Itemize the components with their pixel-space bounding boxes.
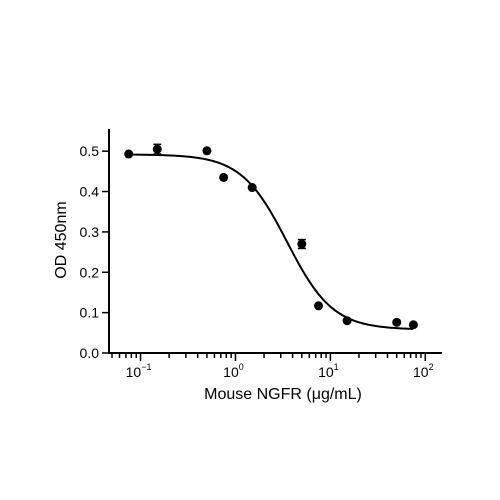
x-tick-exponent: 1 bbox=[334, 362, 339, 372]
y-tick-label: 0.3 bbox=[80, 224, 100, 240]
x-tick-label: 100 bbox=[223, 362, 244, 380]
data-point bbox=[297, 239, 307, 249]
x-axis-title: Mouse NGFR (μg/mL) bbox=[204, 386, 362, 403]
x-tick-label: 10−1 bbox=[126, 362, 152, 380]
x-tick-base: 10 bbox=[223, 364, 239, 380]
y-tick-label: 0.2 bbox=[80, 264, 100, 280]
x-tick-label: 102 bbox=[413, 362, 434, 380]
data-point bbox=[342, 316, 352, 326]
y-tick-label: 0.4 bbox=[80, 184, 100, 200]
y-tick-label: 0.1 bbox=[80, 305, 100, 321]
fit-curve bbox=[128, 153, 414, 330]
data-points bbox=[124, 143, 418, 330]
y-tick-label: 0.0 bbox=[80, 345, 100, 361]
data-point bbox=[408, 320, 418, 330]
x-tick-base: 10 bbox=[318, 364, 334, 380]
x-tick-label: 101 bbox=[318, 362, 339, 380]
x-ticks: 10−1 100 101 102 bbox=[111, 353, 434, 380]
x-tick-base: 10 bbox=[126, 364, 142, 380]
x-tick-base: 10 bbox=[413, 364, 429, 380]
y-axis-title: OD 450nm bbox=[53, 201, 70, 278]
data-point bbox=[314, 301, 324, 311]
data-point bbox=[152, 144, 162, 154]
y-ticks: 0.0 0.1 0.2 0.3 0.4 0.5 bbox=[80, 143, 109, 361]
data-point bbox=[202, 146, 212, 156]
data-point bbox=[219, 172, 229, 182]
data-point bbox=[124, 149, 134, 159]
axes bbox=[108, 129, 442, 354]
x-tick-exponent: 0 bbox=[239, 362, 244, 372]
x-tick-exponent: −1 bbox=[141, 362, 151, 372]
y-tick-label: 0.5 bbox=[80, 143, 100, 159]
data-point bbox=[392, 317, 402, 327]
data-point bbox=[247, 183, 257, 193]
x-tick-exponent: 2 bbox=[429, 362, 434, 372]
